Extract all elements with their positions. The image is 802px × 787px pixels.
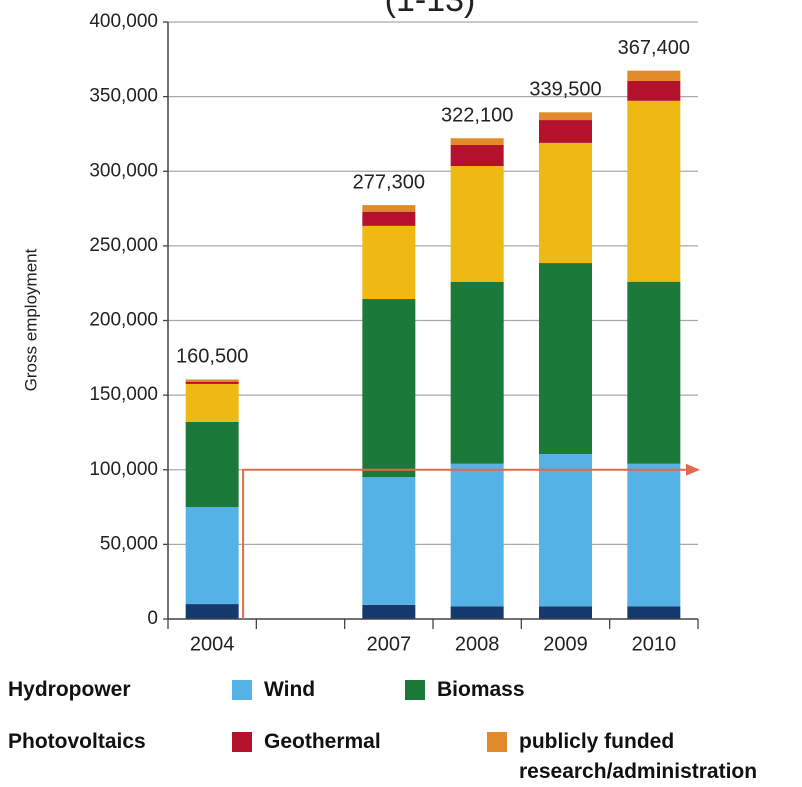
bar-segment: [362, 205, 416, 212]
x-tick-label: 2004: [190, 633, 235, 655]
y-tick-label: 400,000: [89, 11, 158, 32]
value-label: 277,300: [353, 171, 425, 193]
bar-segment: [450, 463, 504, 607]
bar-segment: [362, 299, 416, 478]
value-label: 339,500: [529, 79, 601, 101]
bar-segment: [627, 463, 681, 607]
bar-segment: [627, 100, 681, 282]
bar-segment: [450, 281, 504, 464]
y-tick-label: 350,000: [89, 86, 158, 107]
bar-segment: [539, 112, 592, 121]
bar-segment: [185, 421, 239, 508]
legend-swatch: [487, 732, 507, 752]
y-tick-label: 100,000: [89, 459, 158, 480]
chart-title: (1-13): [385, 0, 476, 19]
bar-segment: [185, 604, 239, 619]
y-tick-label: 250,000: [89, 235, 158, 256]
value-label: 160,500: [176, 346, 248, 368]
y-tick-label: 50,000: [100, 533, 158, 554]
bar-segment: [539, 142, 592, 264]
bar-segment: [539, 263, 592, 455]
legend-label: publicly funded research/administration: [519, 730, 758, 783]
legend-label: Photovoltaics: [8, 730, 146, 753]
y-axis-label: Gross employment: [21, 248, 40, 391]
value-label: 367,400: [618, 37, 690, 59]
bar-segment: [450, 144, 504, 167]
legend-label: Hydropower: [8, 678, 131, 701]
bar-segment: [185, 381, 239, 384]
legend-swatch: [232, 732, 252, 752]
bar-segment: [627, 281, 681, 464]
bar-segment: [627, 70, 681, 81]
bar-segment: [362, 477, 416, 605]
bar-segment: [450, 606, 504, 619]
arrow-head: [686, 463, 700, 476]
legend-label: Biomass: [437, 678, 525, 701]
bar-segment: [450, 166, 504, 282]
y-tick-label: 150,000: [89, 384, 158, 405]
bar-segment: [362, 211, 416, 226]
legend-label: Geothermal: [264, 730, 381, 753]
bar-segment: [362, 604, 416, 619]
x-tick-label: 2010: [632, 633, 677, 655]
x-tick-label: 2009: [543, 633, 588, 655]
bar-segment: [362, 225, 416, 300]
x-tick-label: 2008: [455, 633, 500, 655]
legend-label: Wind: [264, 678, 316, 701]
y-tick-label: 0: [147, 608, 158, 629]
bar-segment: [627, 80, 681, 101]
bar-segment: [539, 454, 592, 607]
reference-arrow: [242, 468, 690, 619]
legend-swatch: [232, 680, 252, 700]
bar-segment: [185, 507, 239, 605]
bar-segment: [185, 383, 239, 422]
legend-swatch: [405, 680, 425, 700]
value-label: 322,100: [441, 105, 513, 127]
bar-segment: [539, 606, 592, 619]
x-tick-label: 2007: [367, 633, 412, 655]
y-tick-label: 300,000: [89, 160, 158, 181]
bar-segment: [185, 379, 239, 382]
bar-segment: [450, 138, 504, 145]
bar-segment: [627, 606, 681, 619]
bar-segment: [539, 120, 592, 143]
y-tick-label: 200,000: [89, 310, 158, 331]
